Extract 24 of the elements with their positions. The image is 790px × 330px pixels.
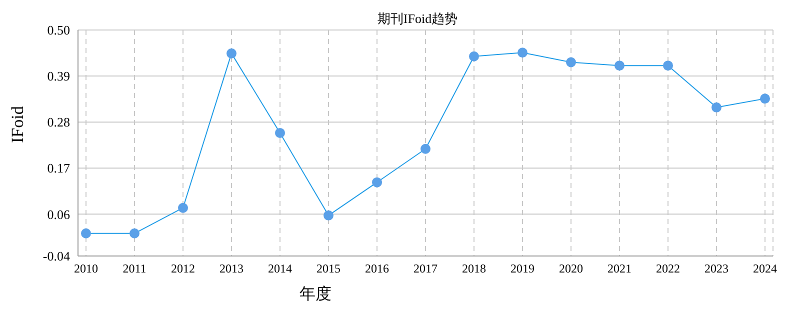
x-tick-label: 2010 — [74, 262, 98, 276]
y-tick-label: 0.39 — [47, 68, 70, 84]
x-tick-label: 2024 — [753, 262, 777, 276]
x-tick-label: 2012 — [171, 262, 195, 276]
y-tick-label: 0.06 — [47, 206, 70, 222]
x-tick-label: 2013 — [220, 262, 244, 276]
y-tick-label: 0.50 — [47, 22, 70, 38]
y-tick-label: 0.17 — [47, 160, 70, 176]
x-tick-label: 2019 — [510, 262, 534, 276]
x-tick-label: 2022 — [656, 262, 680, 276]
x-tick-label: 2023 — [704, 262, 728, 276]
x-tick-label: 2020 — [559, 262, 583, 276]
chart-title: 期刊IFoid趋势 — [376, 10, 459, 28]
x-tick-label: 2016 — [365, 262, 389, 276]
x-tick-label: 2021 — [608, 262, 632, 276]
y-tick-label: -0.04 — [42, 248, 70, 264]
x-tick-label: 2015 — [316, 262, 340, 276]
x-tick-label: 2017 — [414, 262, 438, 276]
y-axis-title: IFoid — [8, 106, 28, 143]
x-tick-label: 2014 — [268, 262, 292, 276]
x-tick-label: 2018 — [462, 262, 486, 276]
y-tick-label: 0.28 — [47, 114, 70, 130]
x-tick-label: 2011 — [122, 262, 146, 276]
x-axis-title: 年度 — [300, 285, 332, 303]
